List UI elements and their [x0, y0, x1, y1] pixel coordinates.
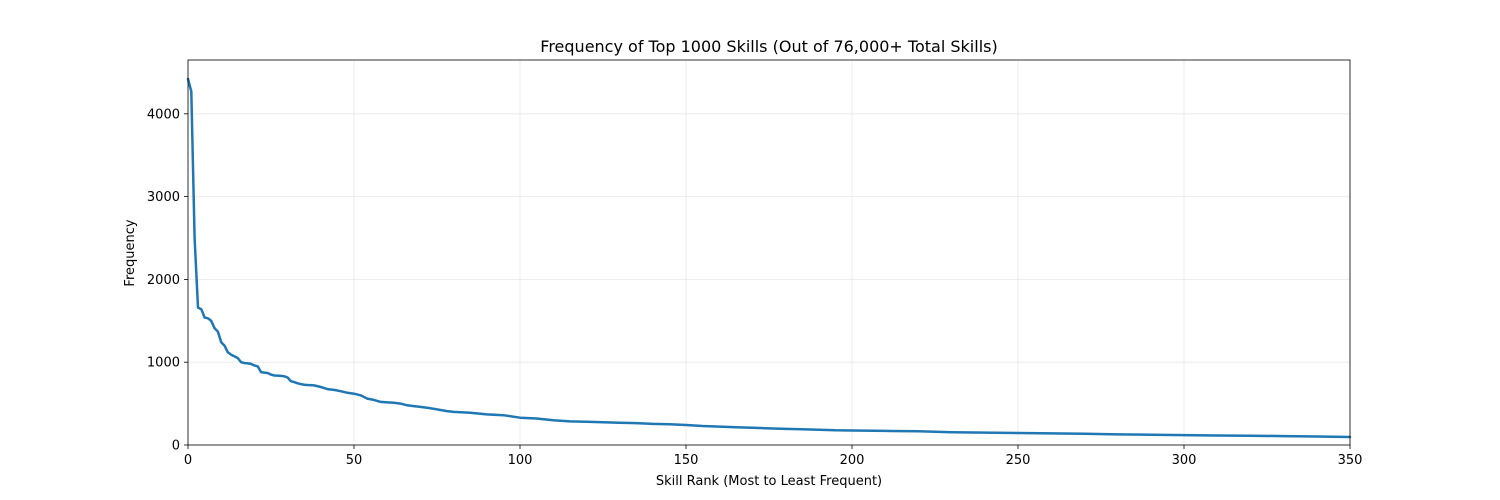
y-axis-label: Frequency	[123, 219, 138, 286]
x-tick-label: 150	[674, 453, 699, 468]
y-tick-label: 3000	[147, 190, 180, 205]
tick-layer: 0 50 100 150 200 250 300 350 0 1000 2000 3000 4000	[147, 107, 1363, 468]
x-tick-label: 100	[508, 453, 533, 468]
x-tick-label: 300	[1172, 453, 1197, 468]
x-tick-label: 250	[1006, 453, 1031, 468]
x-tick-label: 0	[184, 453, 192, 468]
series-line	[186, 77, 1352, 439]
y-tick-label: 4000	[147, 107, 180, 122]
plot-frame	[187, 59, 1351, 446]
y-tick-label: 2000	[147, 273, 180, 288]
y-tick-label: 0	[172, 439, 180, 454]
x-tick-label: 350	[1338, 453, 1363, 468]
x-tick-label: 200	[840, 453, 865, 468]
y-tick-label: 1000	[147, 356, 180, 371]
x-tick-label: 50	[346, 453, 363, 468]
x-axis-label: Skill Rank (Most to Least Frequent)	[656, 474, 882, 489]
chart-title: Frequency of Top 1000 Skills (Out of 76,…	[540, 37, 997, 56]
series-layer	[186, 77, 1352, 439]
